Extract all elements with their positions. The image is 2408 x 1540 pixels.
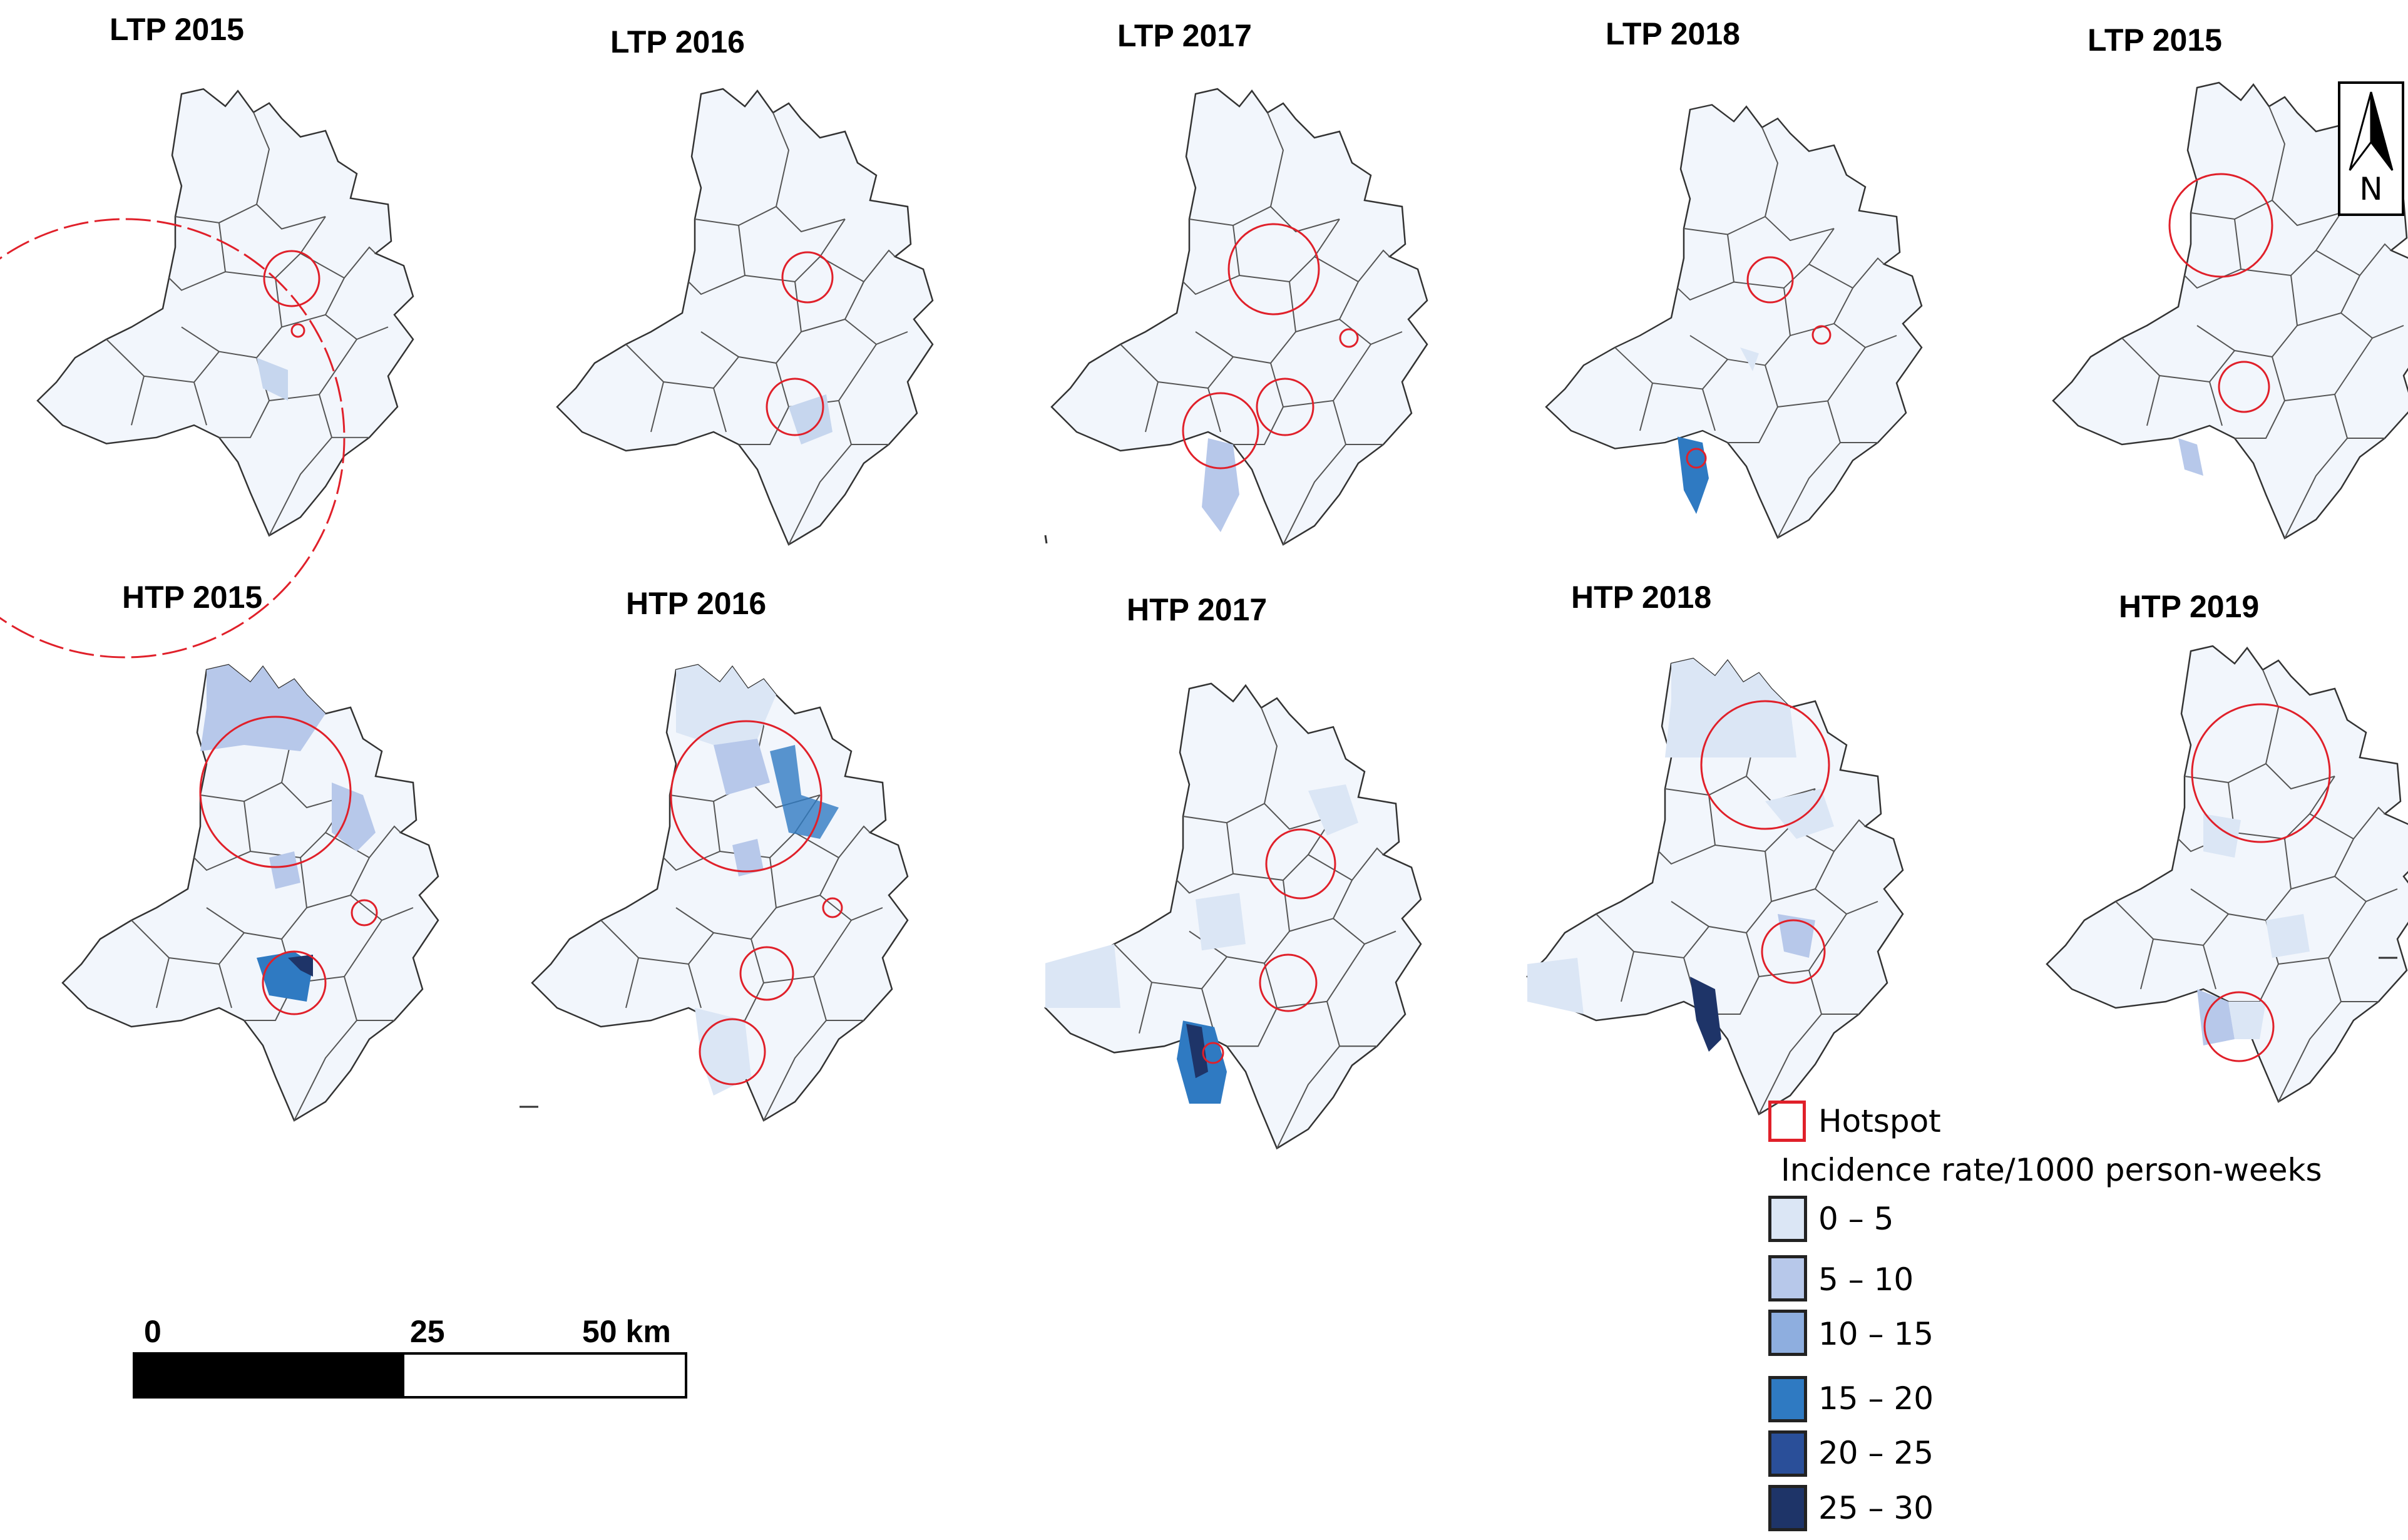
scale-bar: [133, 1352, 687, 1399]
north-arrow: N: [2338, 81, 2404, 216]
region-fill: [1740, 347, 1759, 371]
region-fill: [2203, 814, 2241, 858]
legend-hotspot-swatch: [1768, 1101, 1806, 1142]
panel-title-ltp-2016: LTP 2016: [610, 24, 745, 59]
hotspot-circle: [290, 323, 305, 338]
hotspot-circle: [0, 218, 346, 659]
hotspot-circle: [739, 946, 794, 1001]
region-fill: [770, 745, 839, 839]
hotspot-circle: [1259, 953, 1318, 1012]
hotspot-circle: [1339, 328, 1359, 348]
panel-title-htp-2016: HTP 2016: [626, 586, 767, 621]
hotspot-circle: [199, 716, 352, 868]
region-fill: [676, 665, 776, 745]
panel-title-htp-2019: HTP 2019: [2119, 589, 2260, 624]
panel-title-htp-2015: HTP 2015: [122, 580, 263, 615]
legend-class-label: 10 – 15: [1818, 1316, 1934, 1352]
legend-class-label: 15 – 20: [1818, 1380, 1934, 1417]
north-label: N: [2359, 171, 2383, 207]
region-fill: [1778, 914, 1815, 958]
hotspot-circle: [263, 250, 320, 307]
hotspot-circle: [1700, 700, 1830, 830]
region-fill: [1665, 659, 1796, 757]
region-fill: [1527, 958, 1584, 1014]
legend-hotspot-label: Hotspot: [1818, 1103, 1941, 1139]
hotspot-circle: [1265, 828, 1336, 900]
scale-label-25: 25: [410, 1314, 445, 1349]
hotspot-circle: [2168, 173, 2273, 278]
region-fill: [1678, 436, 1709, 515]
hotspot-circle: [670, 720, 822, 873]
legend-class-label: 20 – 25: [1818, 1435, 1934, 1471]
legend-class-label: 5 – 10: [1818, 1261, 1914, 1298]
region-fill: [732, 839, 764, 876]
hotspot-circle: [1202, 1042, 1224, 1064]
panel-title-htp-2018: HTP 2018: [1571, 580, 1712, 615]
panel-title-ltp-2018: LTP 2018: [1606, 16, 1740, 51]
hotspot-circle: [2218, 361, 2270, 413]
legend-swatch-2: [1768, 1310, 1807, 1356]
region-fill: [2197, 989, 2235, 1045]
region-fill: [1202, 438, 1239, 532]
legend-class-label: 0 – 5: [1818, 1201, 1894, 1237]
panel-title-htp-2017: HTP 2017: [1127, 592, 1268, 627]
legend-swatch-0: [1768, 1196, 1807, 1242]
north-arrow-icon: [2349, 91, 2394, 171]
region-fill: [2178, 438, 2203, 476]
legend-swatch-1: [1768, 1255, 1807, 1301]
panel-title-ltp-2015-b: LTP 2015: [2088, 23, 2222, 58]
region-fill: [332, 783, 376, 851]
hotspot-circle: [1686, 448, 1707, 469]
region-fill: [789, 394, 833, 444]
legend-class-label: 25 – 30: [1818, 1490, 1934, 1526]
hotspot-circle: [781, 251, 834, 304]
region-fill: [1690, 977, 1721, 1052]
hotspot-circle: [1227, 223, 1320, 316]
region-fill: [1196, 893, 1246, 951]
legend-swatch-5: [1768, 1485, 1807, 1531]
hotspot-circle: [262, 950, 327, 1015]
region-fill: [1045, 944, 1120, 1008]
scale-bar-black-segment: [135, 1355, 404, 1396]
region-fill: [714, 739, 770, 795]
hotspot-circle: [822, 897, 843, 918]
hotspot-circle: [2191, 703, 2331, 843]
hotspot-circle: [1746, 256, 1794, 304]
hotspot-circle: [1182, 392, 1259, 470]
hotspot-circle: [1256, 377, 1314, 436]
region-fill: [257, 357, 288, 401]
hotspot-circle: [1811, 325, 1832, 345]
panel-title-ltp-2017: LTP 2017: [1117, 18, 1252, 53]
region-fill: [200, 665, 325, 751]
region-fill: [2266, 914, 2310, 958]
region-fill: [288, 955, 313, 977]
region-fill: [1186, 1024, 1208, 1079]
panel-title-ltp-2015: LTP 2015: [110, 12, 244, 47]
scale-label-50: 50 km: [582, 1314, 671, 1349]
region-fill: [269, 851, 300, 889]
legend-swatch-4: [1768, 1430, 1807, 1477]
legend-title: Incidence rate/1000 person-weeks: [1781, 1152, 2322, 1188]
hotspot-circle: [2203, 991, 2275, 1062]
hotspot-circle: [699, 1018, 766, 1086]
hotspot-circle: [351, 899, 378, 927]
region-fill: [2228, 1002, 2266, 1039]
scale-label-0: 0: [144, 1314, 161, 1349]
hotspot-circle: [766, 377, 824, 436]
legend-swatch-3: [1768, 1376, 1807, 1422]
hotspot-circle: [1761, 919, 1826, 984]
region-fill: [1308, 784, 1358, 836]
